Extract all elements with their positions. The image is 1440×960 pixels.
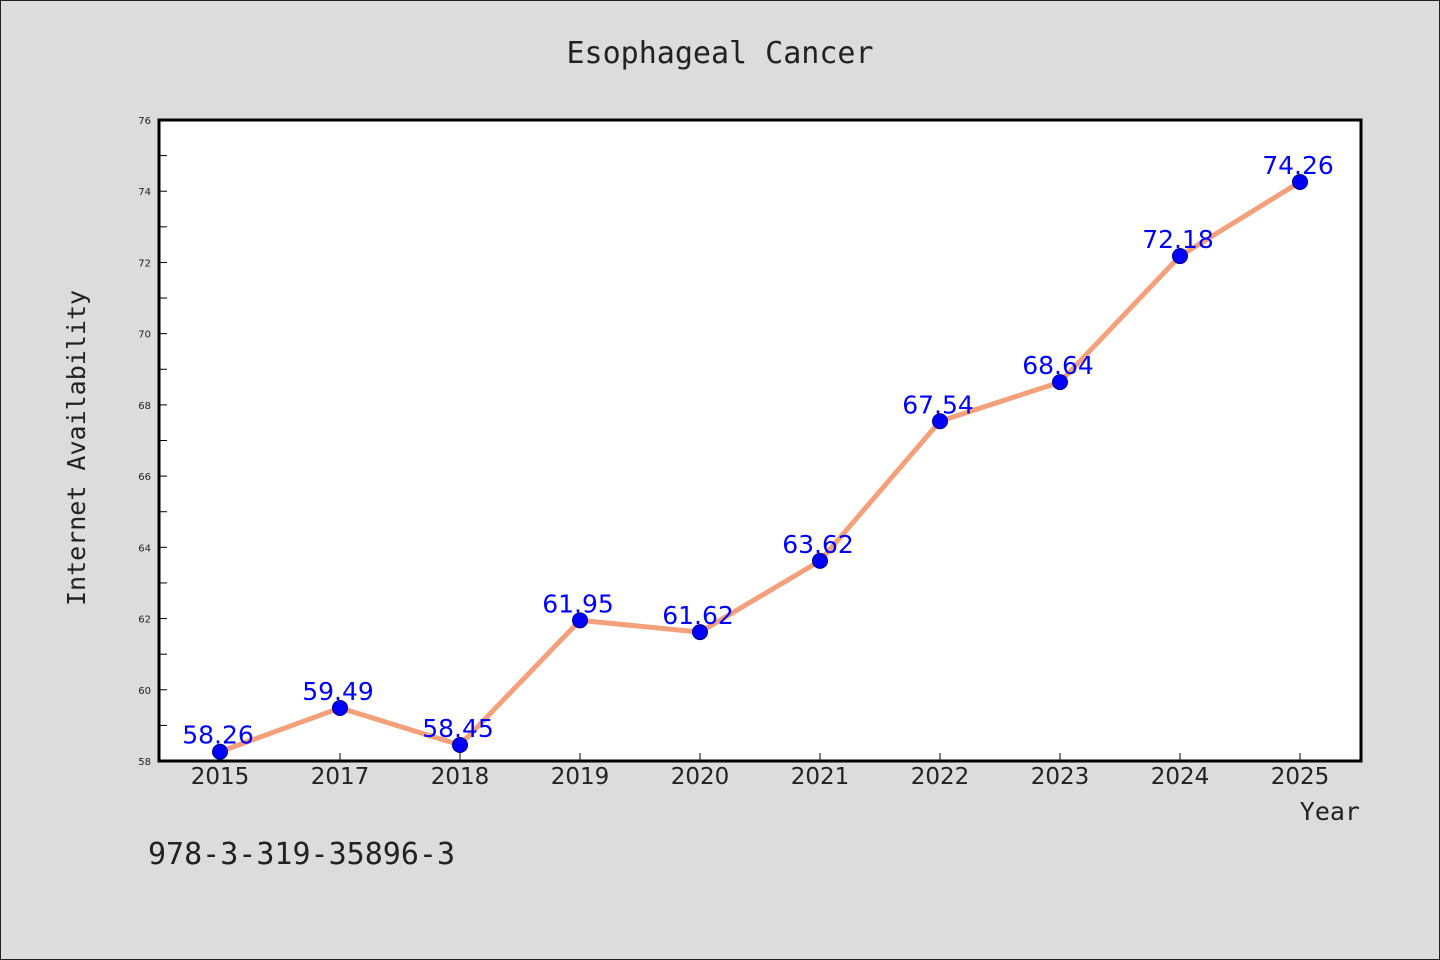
data-label: 63.62: [782, 530, 854, 559]
y-axis: 58 60 62 64 66 68 70 72 74 76: [138, 116, 167, 768]
chart-title: Esophageal Cancer: [566, 36, 873, 71]
data-point: [812, 552, 828, 569]
data-point: [932, 413, 948, 430]
data-label: 58.45: [422, 714, 494, 743]
y-axis-label: Internet Availability: [62, 290, 91, 606]
data-point: [212, 743, 228, 760]
data-label: 67.54: [902, 390, 974, 419]
isbn-footnote: 978-3-319-35896-3: [148, 837, 455, 872]
y-tick-label: 66: [138, 472, 151, 483]
y-tick-label: 58: [138, 757, 151, 768]
x-tick-label: 2022: [911, 764, 970, 790]
x-tick-label: 2024: [1151, 764, 1210, 790]
series-line: [217, 179, 1303, 755]
data-label: 61.95: [542, 589, 614, 618]
x-tick-label: 2018: [431, 764, 490, 790]
x-tick-label: 2025: [1271, 764, 1330, 790]
y-tick-label: 70: [138, 330, 151, 341]
y-tick-label: 62: [138, 615, 151, 626]
x-tick-label: 2017: [311, 764, 370, 790]
x-tick-label: 2019: [551, 764, 610, 790]
y-tick-label: 76: [138, 116, 151, 127]
data-point: [332, 699, 348, 716]
x-tick-label: 2020: [671, 764, 730, 790]
y-tick-label: 64: [138, 543, 151, 554]
x-tick-label: 2021: [791, 764, 850, 790]
data-point: [1292, 173, 1308, 190]
y-tick-label: 72: [138, 258, 151, 269]
y-tick-label: 68: [138, 401, 151, 412]
x-axis-label: Year: [1300, 797, 1360, 826]
series-layer: [212, 173, 1308, 760]
data-point: [572, 612, 588, 629]
x-tick-label: 2015: [191, 764, 250, 790]
x-axis: 2015 2017 2018 2019 2020 2021 2022 2023 2024 2025: [191, 753, 1330, 790]
data-labels: 58.26 59.49 58.45 61.95 61.62 63.62 67.54 68.64…: [182, 151, 1334, 750]
x-tick-label: 2023: [1031, 764, 1090, 790]
data-point: [452, 736, 468, 753]
data-label: 74.26: [1262, 151, 1334, 180]
data-label: 72.18: [1142, 225, 1214, 254]
data-label: 58.26: [182, 721, 254, 750]
data-label: 61.62: [662, 601, 734, 630]
plot-area: [157, 118, 1363, 763]
data-label: 59.49: [302, 677, 374, 706]
data-label: 68.64: [1022, 351, 1094, 380]
y-tick-label: 74: [138, 187, 151, 198]
data-point: [1172, 248, 1188, 265]
data-point: [692, 624, 708, 641]
y-tick-label: 60: [138, 686, 151, 697]
data-point: [1052, 374, 1068, 391]
